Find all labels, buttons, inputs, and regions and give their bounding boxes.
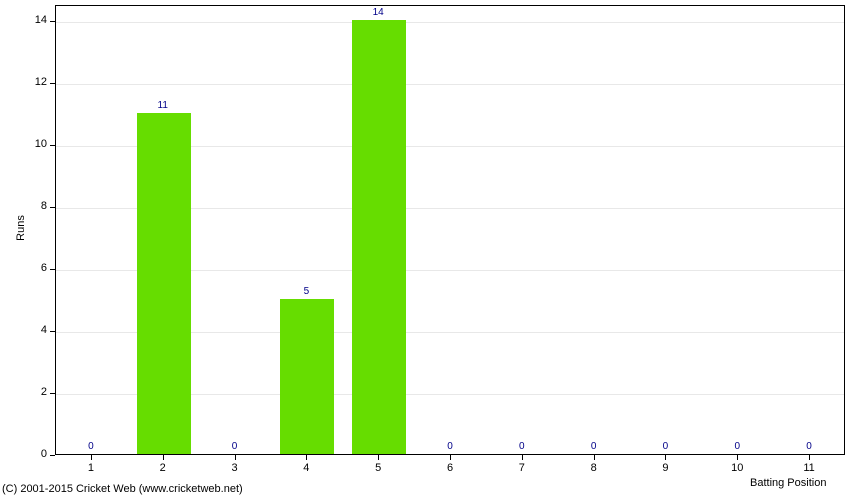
- value-label: 0: [232, 441, 238, 452]
- y-tick-label: 8: [25, 200, 47, 212]
- x-tick-label: 11: [794, 462, 824, 474]
- value-label: 11: [158, 100, 168, 111]
- y-tick-mark: [50, 393, 55, 394]
- x-tick-label: 2: [148, 462, 178, 474]
- y-tick-mark: [50, 269, 55, 270]
- value-label: 0: [734, 441, 740, 452]
- x-tick-mark: [594, 455, 595, 460]
- y-tick-mark: [50, 83, 55, 84]
- x-tick-mark: [91, 455, 92, 460]
- x-tick-mark: [809, 455, 810, 460]
- x-tick-mark: [737, 455, 738, 460]
- x-tick-label: 5: [363, 462, 393, 474]
- y-tick-label: 12: [25, 76, 47, 88]
- y-tick-mark: [50, 207, 55, 208]
- y-tick-label: 0: [25, 448, 47, 460]
- x-tick-label: 10: [722, 462, 752, 474]
- value-label: 0: [519, 441, 525, 452]
- y-tick-mark: [50, 331, 55, 332]
- x-tick-mark: [235, 455, 236, 460]
- x-tick-label: 9: [650, 462, 680, 474]
- x-tick-mark: [378, 455, 379, 460]
- value-label: 0: [88, 441, 94, 452]
- x-tick-label: 6: [435, 462, 465, 474]
- value-label: 0: [806, 441, 812, 452]
- value-label: 14: [373, 7, 384, 18]
- value-label: 0: [663, 441, 669, 452]
- x-tick-mark: [306, 455, 307, 460]
- y-tick-mark: [50, 455, 55, 456]
- copyright-text: (C) 2001-2015 Cricket Web (www.cricketwe…: [2, 483, 243, 495]
- y-tick-label: 2: [25, 386, 47, 398]
- y-tick-label: 14: [25, 14, 47, 26]
- y-tick-mark: [50, 21, 55, 22]
- y-tick-mark: [50, 145, 55, 146]
- bar: [280, 299, 334, 454]
- x-tick-label: 8: [579, 462, 609, 474]
- value-label: 0: [447, 441, 453, 452]
- bar: [137, 113, 191, 454]
- x-tick-label: 1: [76, 462, 106, 474]
- x-tick-label: 3: [220, 462, 250, 474]
- plot-area: [55, 5, 845, 455]
- chart-container: Runs Batting Position (C) 2001-2015 Cric…: [0, 0, 850, 500]
- y-tick-label: 10: [25, 138, 47, 150]
- x-tick-mark: [450, 455, 451, 460]
- x-tick-label: 4: [291, 462, 321, 474]
- bar: [352, 20, 406, 454]
- x-tick-mark: [665, 455, 666, 460]
- x-axis-label: Batting Position: [750, 477, 826, 489]
- x-tick-mark: [522, 455, 523, 460]
- value-label: 0: [591, 441, 597, 452]
- grid-line: [56, 22, 844, 23]
- x-tick-mark: [163, 455, 164, 460]
- x-tick-label: 7: [507, 462, 537, 474]
- y-tick-label: 4: [25, 324, 47, 336]
- grid-line: [56, 84, 844, 85]
- y-tick-label: 6: [25, 262, 47, 274]
- value-label: 5: [304, 286, 310, 297]
- y-axis-label: Runs: [15, 215, 27, 241]
